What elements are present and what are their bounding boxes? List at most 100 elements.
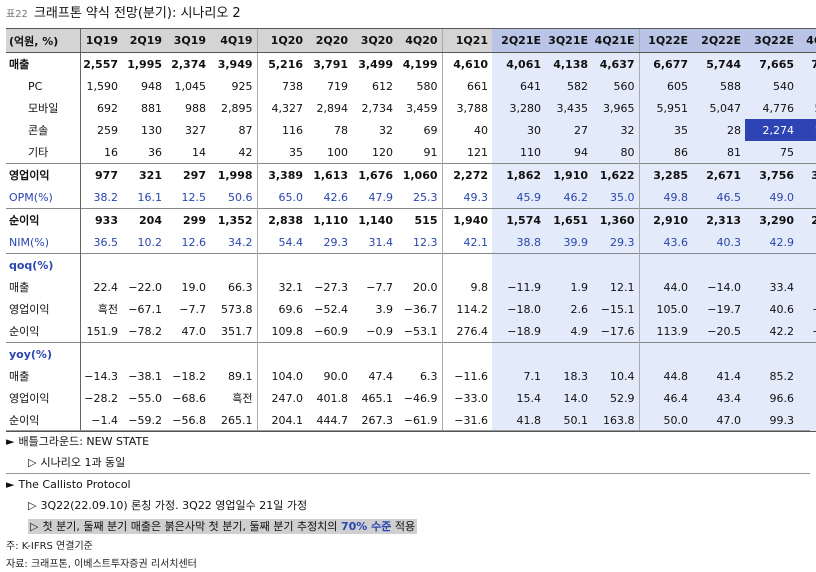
table-cell: 91	[423, 145, 438, 159]
table-cell: 3,791	[313, 57, 348, 71]
table-cell	[122, 342, 166, 365]
table-cell: 580	[416, 79, 438, 93]
table-cell: 10.2	[137, 235, 163, 249]
table-cell: 39.9	[545, 231, 592, 254]
table-cell: −22.0	[128, 280, 162, 294]
table-cell	[745, 253, 798, 276]
table-cell: 흑전	[232, 392, 253, 405]
table-cell	[307, 342, 352, 365]
table-cell: 267.3	[352, 409, 397, 432]
row-label: 매출	[9, 370, 30, 383]
table-cell: 35	[256, 141, 307, 164]
table-cell: 78	[334, 123, 348, 137]
table-cell: 32	[379, 123, 393, 137]
table-cell: 99.3	[745, 409, 798, 432]
table-cell: 3,280	[492, 97, 545, 119]
table-cell: 69.6	[256, 298, 307, 320]
table-cell: 34.2	[228, 235, 253, 249]
table-cell: 32.1	[256, 276, 307, 298]
table-cell: 100	[327, 145, 348, 159]
table-cell: 540	[745, 75, 798, 97]
table-cell: 738	[256, 75, 307, 97]
row-label: 순이익	[6, 409, 80, 432]
table-cell: −68.6	[172, 391, 206, 405]
table-cell: 1,651	[545, 208, 592, 231]
table-cell: 50.6	[228, 190, 253, 204]
table-cell: −19.7	[692, 298, 745, 320]
table-cell: 28	[692, 119, 745, 141]
row-label: 순이익	[9, 325, 40, 338]
table-cell: 88.1	[798, 387, 816, 409]
table-row: yoy(%)	[6, 342, 816, 365]
table-cell: 65.0	[256, 186, 307, 209]
table-cell: 988	[185, 101, 206, 115]
table-cell	[352, 253, 397, 276]
table-cell: 75	[745, 141, 798, 164]
table-cell	[397, 253, 442, 276]
table-cell: −60.9	[314, 324, 348, 338]
table-cell: 29.3	[323, 235, 349, 249]
table-cell: 3,756	[745, 163, 798, 186]
table-cell: 87	[238, 123, 253, 137]
table-cell	[692, 253, 745, 276]
table-cell: 46.5	[692, 186, 745, 209]
footnote-unit: 주: K-IFRS 연결기준	[6, 541, 93, 552]
table-cell: 4,327	[256, 97, 307, 119]
table-cell: 89.1	[228, 369, 253, 383]
table-cell: 204.1	[256, 409, 307, 432]
table-cell: 36	[148, 145, 162, 159]
table-cell: −52.4	[314, 302, 348, 316]
table-cell: 259	[79, 119, 122, 141]
table-cell: 265.1	[210, 409, 257, 432]
table-cell: 719	[327, 79, 348, 93]
table-cell	[166, 342, 210, 365]
table-cell: 42.6	[323, 190, 349, 204]
table-cell: 612	[372, 79, 393, 93]
table-cell: 32	[592, 119, 639, 141]
table-cell	[79, 342, 122, 365]
table-cell: −0.9	[366, 324, 393, 338]
table-cell: 109.8	[256, 320, 307, 343]
table-cell: 42.0	[798, 186, 816, 209]
table-title: 표22 크래프톤 약식 전망(분기): 시나리오 2	[6, 4, 241, 24]
table-cell: 66.3	[228, 280, 253, 294]
table-cell: 276.4	[441, 320, 492, 343]
table-cell	[210, 342, 257, 365]
table-cell: 163.8	[592, 409, 639, 432]
table-cell: 38.2	[79, 186, 122, 209]
table-cell: −11.9	[492, 276, 545, 298]
table-cell: 2,374	[171, 57, 206, 71]
table-cell: 5,350	[798, 97, 816, 119]
column-header: 2Q22E	[692, 28, 745, 53]
table-cell: 38.8	[492, 231, 545, 254]
note-item: ▷ 3Q22(22.09.10) 론칭 가정. 3Q22 영업일수 21일 가정	[28, 499, 308, 512]
table-cell: 204	[122, 208, 166, 231]
table-cell: −18.9	[492, 320, 545, 343]
table-cell: 3,788	[441, 97, 492, 119]
table-cell: 22.4	[79, 276, 122, 298]
table-row: PC 1,590 948 1,045 925 738 719 612 580 661 641 582 5…	[6, 75, 816, 97]
table-cell: 94	[545, 141, 592, 164]
table-cell: 1,060	[397, 163, 442, 186]
table-cell: 47.9	[368, 190, 394, 204]
table-cell: −18.8	[798, 298, 816, 320]
table-cell: 560	[592, 75, 639, 97]
table-cell: 977	[79, 163, 122, 186]
table-cell: 588	[692, 75, 745, 97]
table-cell: −15.1	[592, 298, 639, 320]
column-header: 3Q19	[166, 28, 210, 53]
column-header: 1Q19	[79, 28, 122, 53]
table-cell: 2,734	[361, 101, 394, 115]
column-header: 3Q20	[352, 28, 397, 53]
table-cell: 299	[166, 208, 210, 231]
table-cell: 1,622	[592, 163, 639, 186]
table-cell: 41.4	[692, 365, 745, 387]
table-cell: 18.3	[545, 365, 592, 387]
table-cell: 35.7	[798, 231, 816, 254]
table-cell: −56.8	[166, 409, 210, 432]
table-cell: 14	[192, 145, 206, 159]
table-cell: 641	[492, 75, 545, 97]
table-cell: 605	[638, 75, 692, 97]
table-cell: 90.7	[798, 409, 816, 432]
